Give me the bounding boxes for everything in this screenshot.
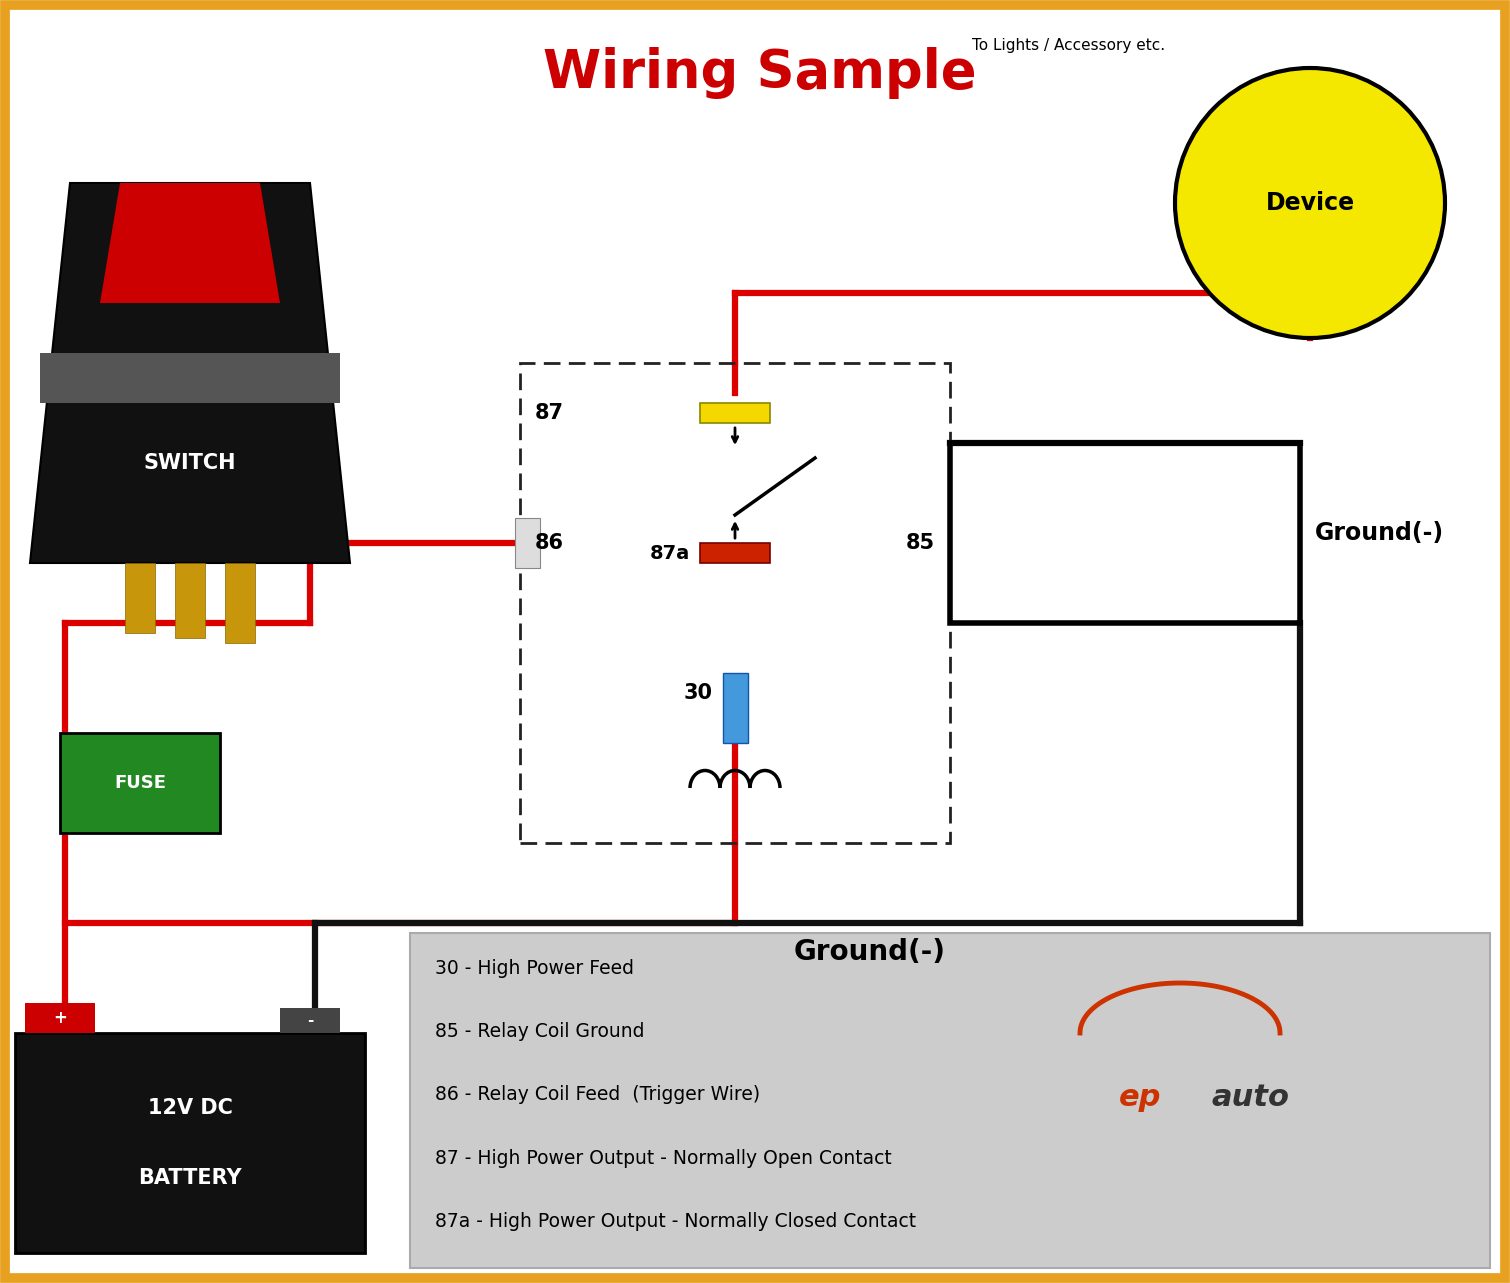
Text: 30: 30 (684, 683, 713, 703)
Text: Ground(-): Ground(-) (794, 938, 945, 966)
FancyBboxPatch shape (279, 1008, 340, 1033)
Text: BATTERY: BATTERY (139, 1168, 242, 1188)
Text: FUSE: FUSE (113, 774, 166, 792)
Text: 87 - High Power Output - Normally Open Contact: 87 - High Power Output - Normally Open C… (435, 1148, 892, 1168)
Text: 12V DC: 12V DC (148, 1098, 233, 1117)
Text: 85 - Relay Coil Ground: 85 - Relay Coil Ground (435, 1021, 645, 1041)
FancyBboxPatch shape (411, 933, 1490, 1268)
Text: +: + (53, 1008, 66, 1026)
Text: Ground(-): Ground(-) (1315, 521, 1444, 545)
FancyBboxPatch shape (60, 733, 220, 833)
FancyBboxPatch shape (39, 353, 340, 403)
Text: ep: ep (1119, 1084, 1161, 1112)
Text: 87a: 87a (649, 544, 690, 562)
Circle shape (1175, 68, 1445, 337)
Text: 87: 87 (535, 403, 565, 423)
Text: -: - (307, 1014, 313, 1028)
Polygon shape (30, 183, 350, 563)
Text: auto: auto (1211, 1084, 1290, 1112)
FancyBboxPatch shape (225, 563, 255, 643)
FancyBboxPatch shape (722, 674, 747, 743)
FancyBboxPatch shape (175, 563, 205, 638)
Text: To Lights / Accessory etc.: To Lights / Accessory etc. (972, 38, 1166, 53)
Text: 86 - Relay Coil Feed  (Trigger Wire): 86 - Relay Coil Feed (Trigger Wire) (435, 1085, 760, 1105)
FancyBboxPatch shape (701, 543, 770, 563)
Text: Wiring Sample: Wiring Sample (544, 47, 977, 99)
FancyBboxPatch shape (15, 1033, 365, 1253)
FancyBboxPatch shape (125, 563, 156, 633)
FancyBboxPatch shape (515, 518, 541, 568)
Text: 87a - High Power Output - Normally Closed Contact: 87a - High Power Output - Normally Close… (435, 1212, 917, 1230)
Text: SWITCH: SWITCH (143, 453, 236, 473)
Text: Device: Device (1265, 191, 1354, 216)
FancyBboxPatch shape (701, 403, 770, 423)
Text: 86: 86 (535, 532, 565, 553)
Text: 85: 85 (906, 532, 935, 553)
Polygon shape (100, 183, 279, 303)
FancyBboxPatch shape (26, 1003, 95, 1033)
Text: 30 - High Power Feed: 30 - High Power Feed (435, 958, 634, 978)
